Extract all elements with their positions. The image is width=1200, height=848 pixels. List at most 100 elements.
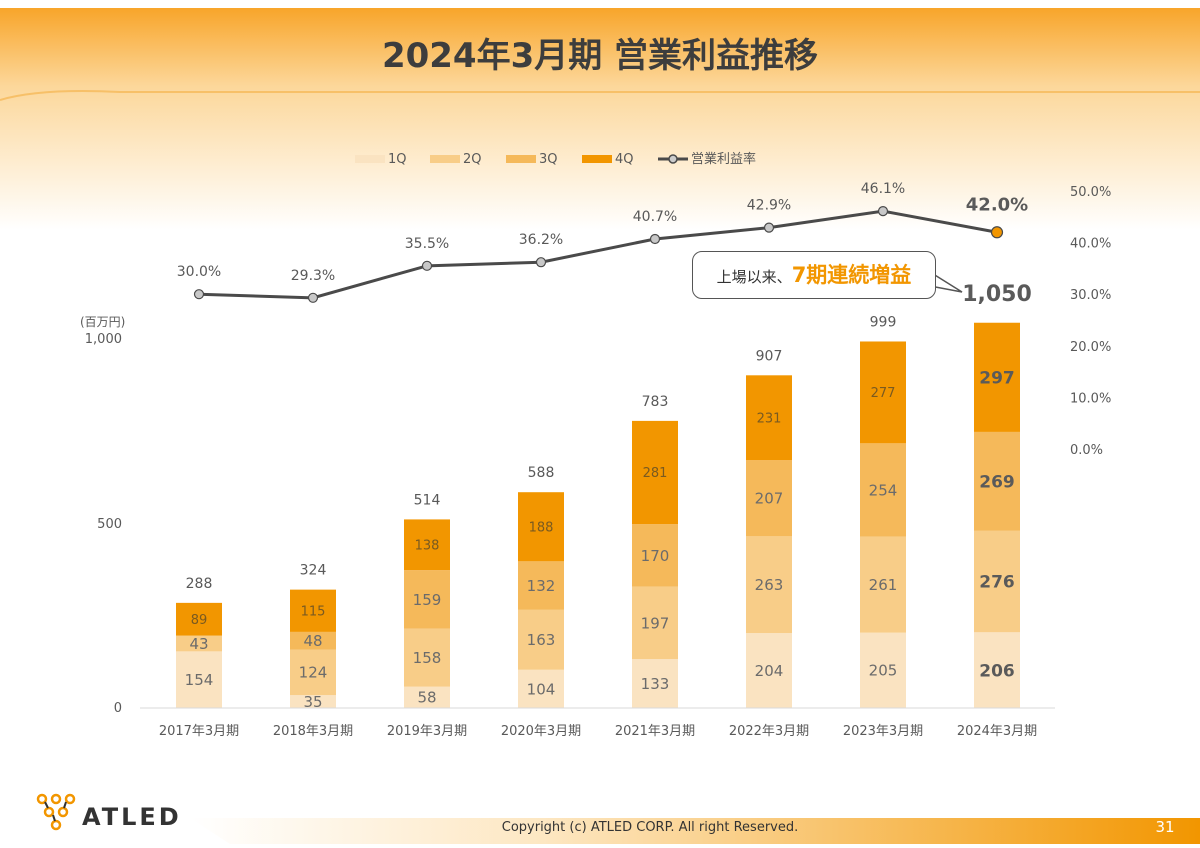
bar-label-3q-3: 132 <box>527 577 556 595</box>
x-tick-label-6: 2023年3月期 <box>843 724 923 739</box>
legend-label-margin: 営業利益率 <box>691 151 756 167</box>
margin-label-5: 42.9% <box>747 198 791 214</box>
legend-label-4q: 4Q <box>615 152 634 167</box>
legend-label-2q: 2Q <box>463 152 482 167</box>
bar-3q-4 <box>632 524 678 587</box>
y-axis-left: (百万円) 0 500 1,000 <box>80 315 125 716</box>
bar-label-1q-7: 206 <box>979 661 1015 681</box>
bar-total-label-1: 324 <box>300 563 327 579</box>
brand-name: ATLED <box>82 803 182 831</box>
bar-4q-0 <box>176 602 222 636</box>
bar-4q-1 <box>290 589 336 632</box>
y-left-unit: (百万円) <box>80 315 125 329</box>
bar-2q-4 <box>632 586 678 660</box>
y-right-tick-label: 50.0% <box>1070 185 1111 200</box>
callout-emphasis: 7期連続増益 <box>791 263 912 287</box>
bar-total-label-7: 1,050 <box>962 282 1032 307</box>
margin-point-1 <box>307 292 319 303</box>
bar-3q-2 <box>404 570 450 629</box>
margin-point-3 <box>535 257 547 268</box>
x-tick-label-0: 2017年3月期 <box>159 724 239 739</box>
legend-swatch-3q <box>506 155 536 163</box>
bar-label-3q-6: 254 <box>869 481 898 499</box>
bar-label-1q-1: 35 <box>303 693 322 711</box>
bar-4q-6 <box>860 341 906 444</box>
bar-label-1q-0: 154 <box>185 671 214 689</box>
bar-1q-3 <box>518 669 564 708</box>
y-left-tick-label: 500 <box>97 517 122 532</box>
bar-4q-7 <box>974 322 1020 432</box>
margin-label-4: 40.7% <box>633 209 677 225</box>
x-tick-label-4: 2021年3月期 <box>615 724 695 739</box>
margin-point-4 <box>649 233 661 245</box>
bar-label-2q-2: 158 <box>413 649 442 667</box>
growth-callout: 上場以来、7期連続増益 <box>692 251 936 299</box>
x-tick-label-5: 2022年3月期 <box>729 724 809 739</box>
page-title: 2024年3月期 営業利益推移 <box>381 36 819 76</box>
legend-swatch-4q <box>582 155 612 163</box>
bar-1q-5 <box>746 633 792 708</box>
bar-3q-3 <box>518 561 564 610</box>
margin-label-2: 35.5% <box>405 236 449 252</box>
bar-label-3q-5: 207 <box>755 490 784 508</box>
bar-4q-5 <box>746 375 792 461</box>
y-left-tick-label: 0 <box>114 701 122 716</box>
bar-2q-6 <box>860 536 906 633</box>
bar-4q-2 <box>404 519 450 571</box>
y-right-tick-label: 20.0% <box>1070 340 1111 355</box>
margin-point-5 <box>763 222 775 233</box>
bar-3q-6 <box>860 443 906 537</box>
bar-label-2q-7: 276 <box>979 573 1015 593</box>
margin-point-7 <box>990 226 1004 239</box>
bar-4q-3 <box>518 492 564 562</box>
x-axis: 2017年3月期 2018年3月期 2019年3月期 2020年3月期 2021年3月期… <box>140 707 1055 739</box>
bar-2q-2 <box>404 628 450 687</box>
margin-line-series: 30.0% 29.3% 35.5% 36.2% 40.7% 42.9% 46.1% 42.0% <box>177 181 1028 303</box>
bar-2q-0 <box>176 635 222 652</box>
atled-logo-icon <box>36 793 76 831</box>
bar-label-4q-7: 297 <box>979 368 1015 388</box>
bar-label-1q-6: 205 <box>869 662 898 680</box>
bar-label-1q-3: 104 <box>527 680 556 698</box>
bar-3q-1 <box>290 631 336 650</box>
x-tick-label-1: 2018年3月期 <box>273 724 353 739</box>
bar-label-2q-1: 124 <box>299 664 328 682</box>
bar-total-label-0: 288 <box>186 576 213 592</box>
bar-1q-7 <box>974 632 1020 708</box>
bar-total-label-3: 588 <box>528 465 555 481</box>
margin-label-6: 46.1% <box>861 181 905 197</box>
copyright-text: Copyright (c) ATLED CORP. All right Rese… <box>501 820 799 835</box>
margin-point-6 <box>877 206 889 217</box>
legend-swatch-2q <box>430 155 460 163</box>
legend-label-1q: 1Q <box>388 152 407 167</box>
bar-2q-7 <box>974 530 1020 633</box>
callout-pointer <box>930 271 963 293</box>
legend-marker-margin <box>668 154 678 164</box>
bar-label-4q-5: 231 <box>757 411 782 426</box>
operating-profit-chart: 1Q 2Q 3Q 4Q 営業利益率 (百万円) 0 500 1,000 0.0% 10.0% 20… <box>80 151 1111 739</box>
bar-3q-5 <box>746 460 792 537</box>
y-right-tick-label: 10.0% <box>1070 391 1111 406</box>
bar-label-2q-0: 43 <box>189 635 208 653</box>
bar-label-3q-7: 269 <box>979 472 1015 492</box>
bar-1q-4 <box>632 659 678 708</box>
legend-label-3q: 3Q <box>539 152 558 167</box>
bar-1q-2 <box>404 686 450 708</box>
bar-label-1q-5: 204 <box>755 662 784 680</box>
x-tick-label-3: 2020年3月期 <box>501 724 581 739</box>
bar-label-4q-1: 115 <box>301 604 326 619</box>
bar-label-1q-4: 133 <box>641 675 670 693</box>
margin-label-1: 29.3% <box>291 268 335 284</box>
chart-legend: 1Q 2Q 3Q 4Q 営業利益率 <box>355 151 756 167</box>
legend-swatch-1q <box>355 155 385 163</box>
bar-label-4q-6: 277 <box>871 386 896 401</box>
bar-3q-7 <box>974 431 1020 531</box>
bar-label-3q-2: 159 <box>413 591 442 609</box>
bar-label-2q-5: 263 <box>755 576 784 594</box>
bar-label-4q-3: 188 <box>529 520 554 535</box>
bar-label-4q-4: 281 <box>643 466 668 481</box>
bar-total-label-2: 514 <box>414 492 441 508</box>
margin-label-7: 42.0% <box>966 194 1028 215</box>
bar-label-3q-4: 170 <box>641 547 670 565</box>
margin-point-2 <box>421 260 433 271</box>
